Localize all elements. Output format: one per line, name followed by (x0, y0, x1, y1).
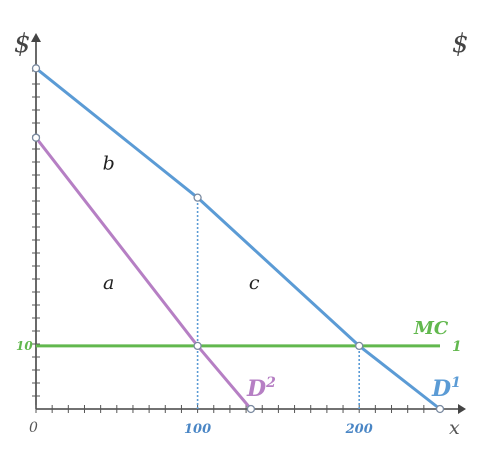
point-d2 (246, 404, 256, 414)
series-label-main: D (431, 376, 451, 402)
series-line-d2 (34, 136, 253, 410)
series-label-sup: 2 (265, 375, 276, 391)
point-d1 (435, 404, 445, 414)
x-axis-arrow (458, 404, 466, 414)
series-label-mc: MC (413, 318, 449, 339)
series-label-d2: D2 (246, 375, 276, 402)
series-line-d1 (35, 67, 441, 411)
guide-lines (196, 197, 361, 409)
series-label-main: MC (413, 318, 449, 339)
series-label-d1: D1 (431, 375, 461, 402)
x-axis-label: x (449, 417, 460, 439)
y-axis-label: $ (14, 29, 31, 59)
y-axis-arrow (31, 33, 41, 42)
y-axis-label-right: $ (452, 29, 469, 59)
axes (31, 33, 466, 414)
point-d1 (193, 193, 202, 202)
point-d2 (193, 341, 202, 351)
right-tick-label: 1 (452, 339, 462, 355)
series-label-sup: 1 (451, 375, 461, 391)
y-tick-label: 10 (16, 339, 33, 353)
point-markers (31, 64, 445, 414)
point-d2 (31, 133, 41, 142)
origin-label: 0 (29, 420, 38, 436)
x-tick-label: 100 (184, 422, 211, 437)
point-d1 (31, 64, 41, 73)
series-label-main: D (246, 376, 266, 402)
region-label-a: a (103, 272, 114, 294)
region-label-b: b (103, 152, 115, 174)
series-lines (34, 67, 441, 411)
point-d1 (355, 341, 364, 351)
region-label-c: c (249, 272, 260, 294)
x-tick-label: 200 (345, 422, 373, 437)
